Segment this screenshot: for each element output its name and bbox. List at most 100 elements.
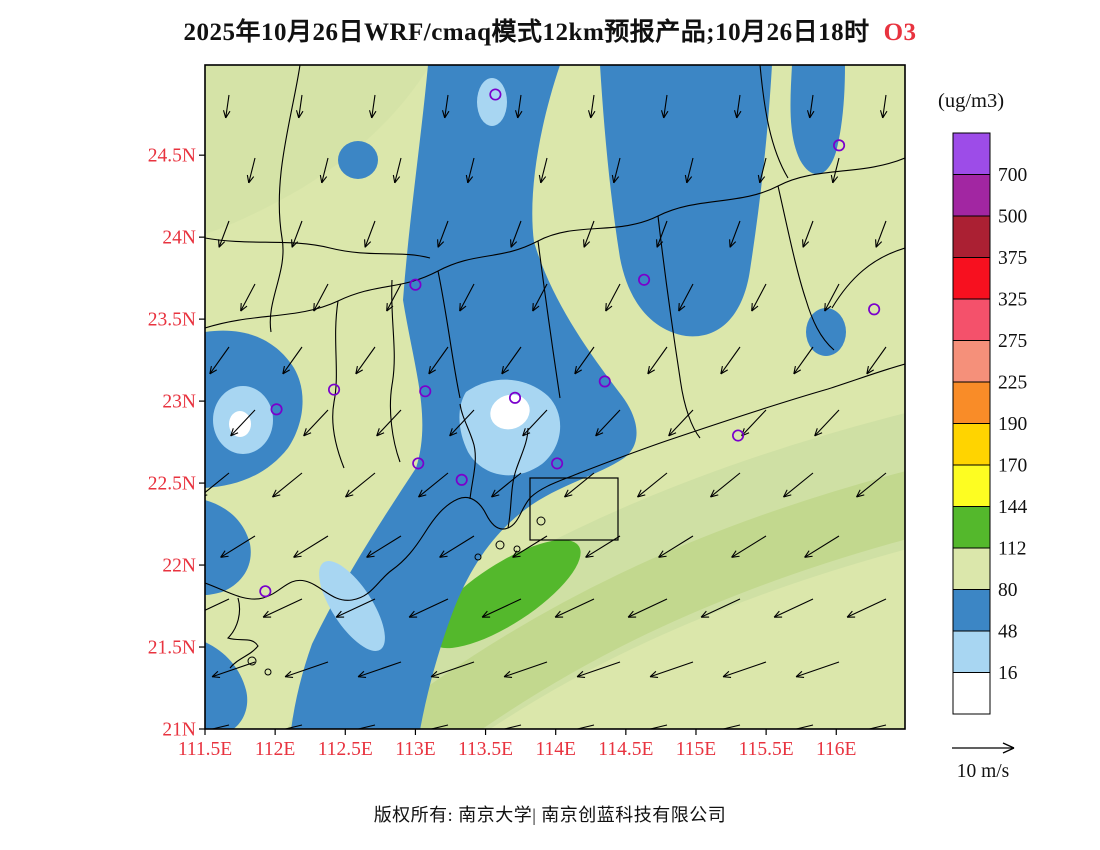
wind-arrow-head — [444, 110, 450, 119]
wind-arrow-head — [656, 241, 664, 248]
wind-arrow-head — [386, 303, 388, 312]
wind-arrow-head — [368, 110, 373, 119]
wind-arrow-head — [439, 550, 445, 558]
wind-arrow-shaft — [502, 724, 522, 729]
contour-region-se-band-inner — [373, 471, 905, 729]
wind-arrow-head — [700, 610, 707, 618]
wind-arrow-head — [401, 736, 409, 737]
wind-arrow-head — [733, 110, 738, 119]
x-tick-label: 112E — [255, 739, 295, 760]
wind-arrow-head — [693, 731, 699, 736]
colorbar-cell — [952, 381, 991, 424]
wind-arrow-head — [371, 110, 377, 119]
wind-arrow-head — [668, 432, 677, 437]
wind-arrow-shaft — [418, 472, 449, 498]
wind-arrow-head — [303, 432, 312, 437]
wind-arrow-head — [532, 305, 540, 312]
wind-arrow-head — [357, 670, 365, 678]
station-marker — [409, 278, 422, 291]
wind-arrow-head — [303, 428, 307, 437]
wind-arrow-shaft — [218, 220, 230, 248]
wind-scale-arrow-head — [1002, 742, 1015, 749]
wind-arrow-shaft — [517, 94, 522, 119]
wind-arrow-head — [766, 736, 774, 737]
wind-arrow-shaft — [262, 598, 303, 618]
wind-arrow-head — [647, 365, 650, 375]
wind-arrow-head — [376, 432, 385, 437]
wind-arrow-shaft — [720, 346, 741, 375]
wind-arrow-head — [595, 428, 599, 437]
wind-arrow-head — [766, 731, 772, 736]
island-outline — [247, 656, 257, 666]
wind-arrow-shaft — [809, 94, 814, 119]
wind-arrow-head — [595, 432, 604, 437]
colorbar-cell — [952, 340, 991, 383]
station-marker — [868, 303, 881, 316]
wind-arrow-shaft — [284, 661, 329, 678]
wind-arrow-head — [879, 110, 884, 119]
wind-arrow-head — [430, 670, 438, 678]
wind-arrow-head — [293, 555, 302, 558]
station-marker — [732, 429, 745, 442]
wind-arrow-head — [285, 676, 294, 679]
wind-arrow-head — [272, 494, 281, 498]
boundary-line — [332, 300, 345, 469]
colorbar-cell — [952, 215, 991, 258]
wind-arrow-shaft — [656, 220, 668, 248]
wind-arrow-shaft — [357, 661, 402, 678]
wind-arrow-shaft — [590, 94, 595, 119]
wind-arrow-head — [590, 110, 596, 119]
wind-arrow-shaft — [272, 472, 303, 498]
wind-arrow-head — [804, 555, 813, 558]
wind-arrow-head — [209, 365, 212, 375]
wind-arrow-head — [345, 489, 350, 498]
wind-arrow-shaft — [439, 535, 475, 558]
wind-arrow-head — [736, 110, 742, 119]
station-marker-layer — [259, 88, 881, 598]
contour-region-blue — [806, 308, 846, 356]
station-marker — [833, 139, 846, 152]
wind-arrow-head — [637, 494, 646, 498]
wind-arrow-shaft — [647, 346, 668, 375]
colorbar-units-label: (ug/m3) — [938, 90, 1004, 112]
wind-arrow-head — [783, 489, 788, 498]
wind-arrow-shaft — [783, 472, 814, 498]
wind-arrow-head — [538, 174, 542, 183]
wind-arrow-shaft — [540, 157, 548, 184]
wind-arrow-head — [723, 676, 732, 679]
wind-arrow-head — [554, 610, 561, 618]
x-tick-label: 115E — [676, 739, 716, 760]
wind-arrow-shaft — [240, 283, 256, 312]
wind-arrow-shaft — [209, 346, 230, 375]
contour-region-lightblue — [319, 561, 385, 651]
boundary-line — [507, 427, 529, 529]
wind-arrow-head — [627, 610, 634, 618]
colorbar-level-label: 225 — [998, 373, 1027, 394]
wind-arrow-head — [824, 303, 826, 312]
wind-arrow-head — [839, 736, 847, 737]
colorbar-level-label: 275 — [998, 331, 1027, 352]
x-tick-label: 114E — [535, 739, 575, 760]
wind-arrow-shaft — [710, 472, 741, 498]
wind-arrow-head — [319, 174, 323, 183]
wind-arrow-shaft — [793, 346, 814, 375]
wind-arrow-shaft — [503, 661, 548, 678]
y-tick-label: 24.5N — [148, 146, 196, 167]
wind-arrow-head — [793, 365, 796, 375]
contour-region-blue — [790, 65, 845, 175]
wind-arrow-head — [439, 555, 448, 558]
wind-arrow-shaft — [366, 535, 402, 558]
wind-arrow-head — [809, 110, 815, 119]
wind-arrow-shaft — [335, 598, 376, 618]
wind-arrow-head — [647, 369, 656, 375]
wind-arrow-shaft — [613, 157, 621, 184]
wind-arrow-shaft — [394, 157, 402, 184]
wind-arrow-layer — [205, 94, 888, 737]
wind-arrow-head — [605, 303, 607, 312]
wind-arrow-head — [295, 110, 300, 119]
wind-arrow-head — [394, 176, 401, 184]
wind-arrow-head — [510, 241, 518, 248]
wind-arrow-shaft — [875, 220, 887, 248]
wind-arrow-head — [504, 676, 513, 679]
